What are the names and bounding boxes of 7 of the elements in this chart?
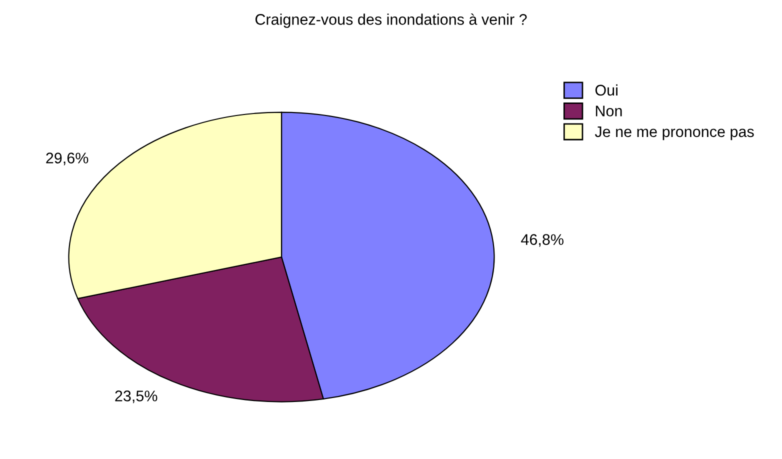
chart-title: Craignez-vous des inondations à venir ? bbox=[255, 13, 527, 28]
data-label: 23,5% bbox=[115, 390, 158, 404]
data-label: 46,8% bbox=[521, 234, 564, 247]
data-label: 29,6% bbox=[46, 152, 88, 166]
legend-label: Non bbox=[596, 106, 622, 116]
legend-label: Oui bbox=[595, 84, 618, 96]
legend-label: Je ne me prononce pas bbox=[594, 126, 754, 140]
